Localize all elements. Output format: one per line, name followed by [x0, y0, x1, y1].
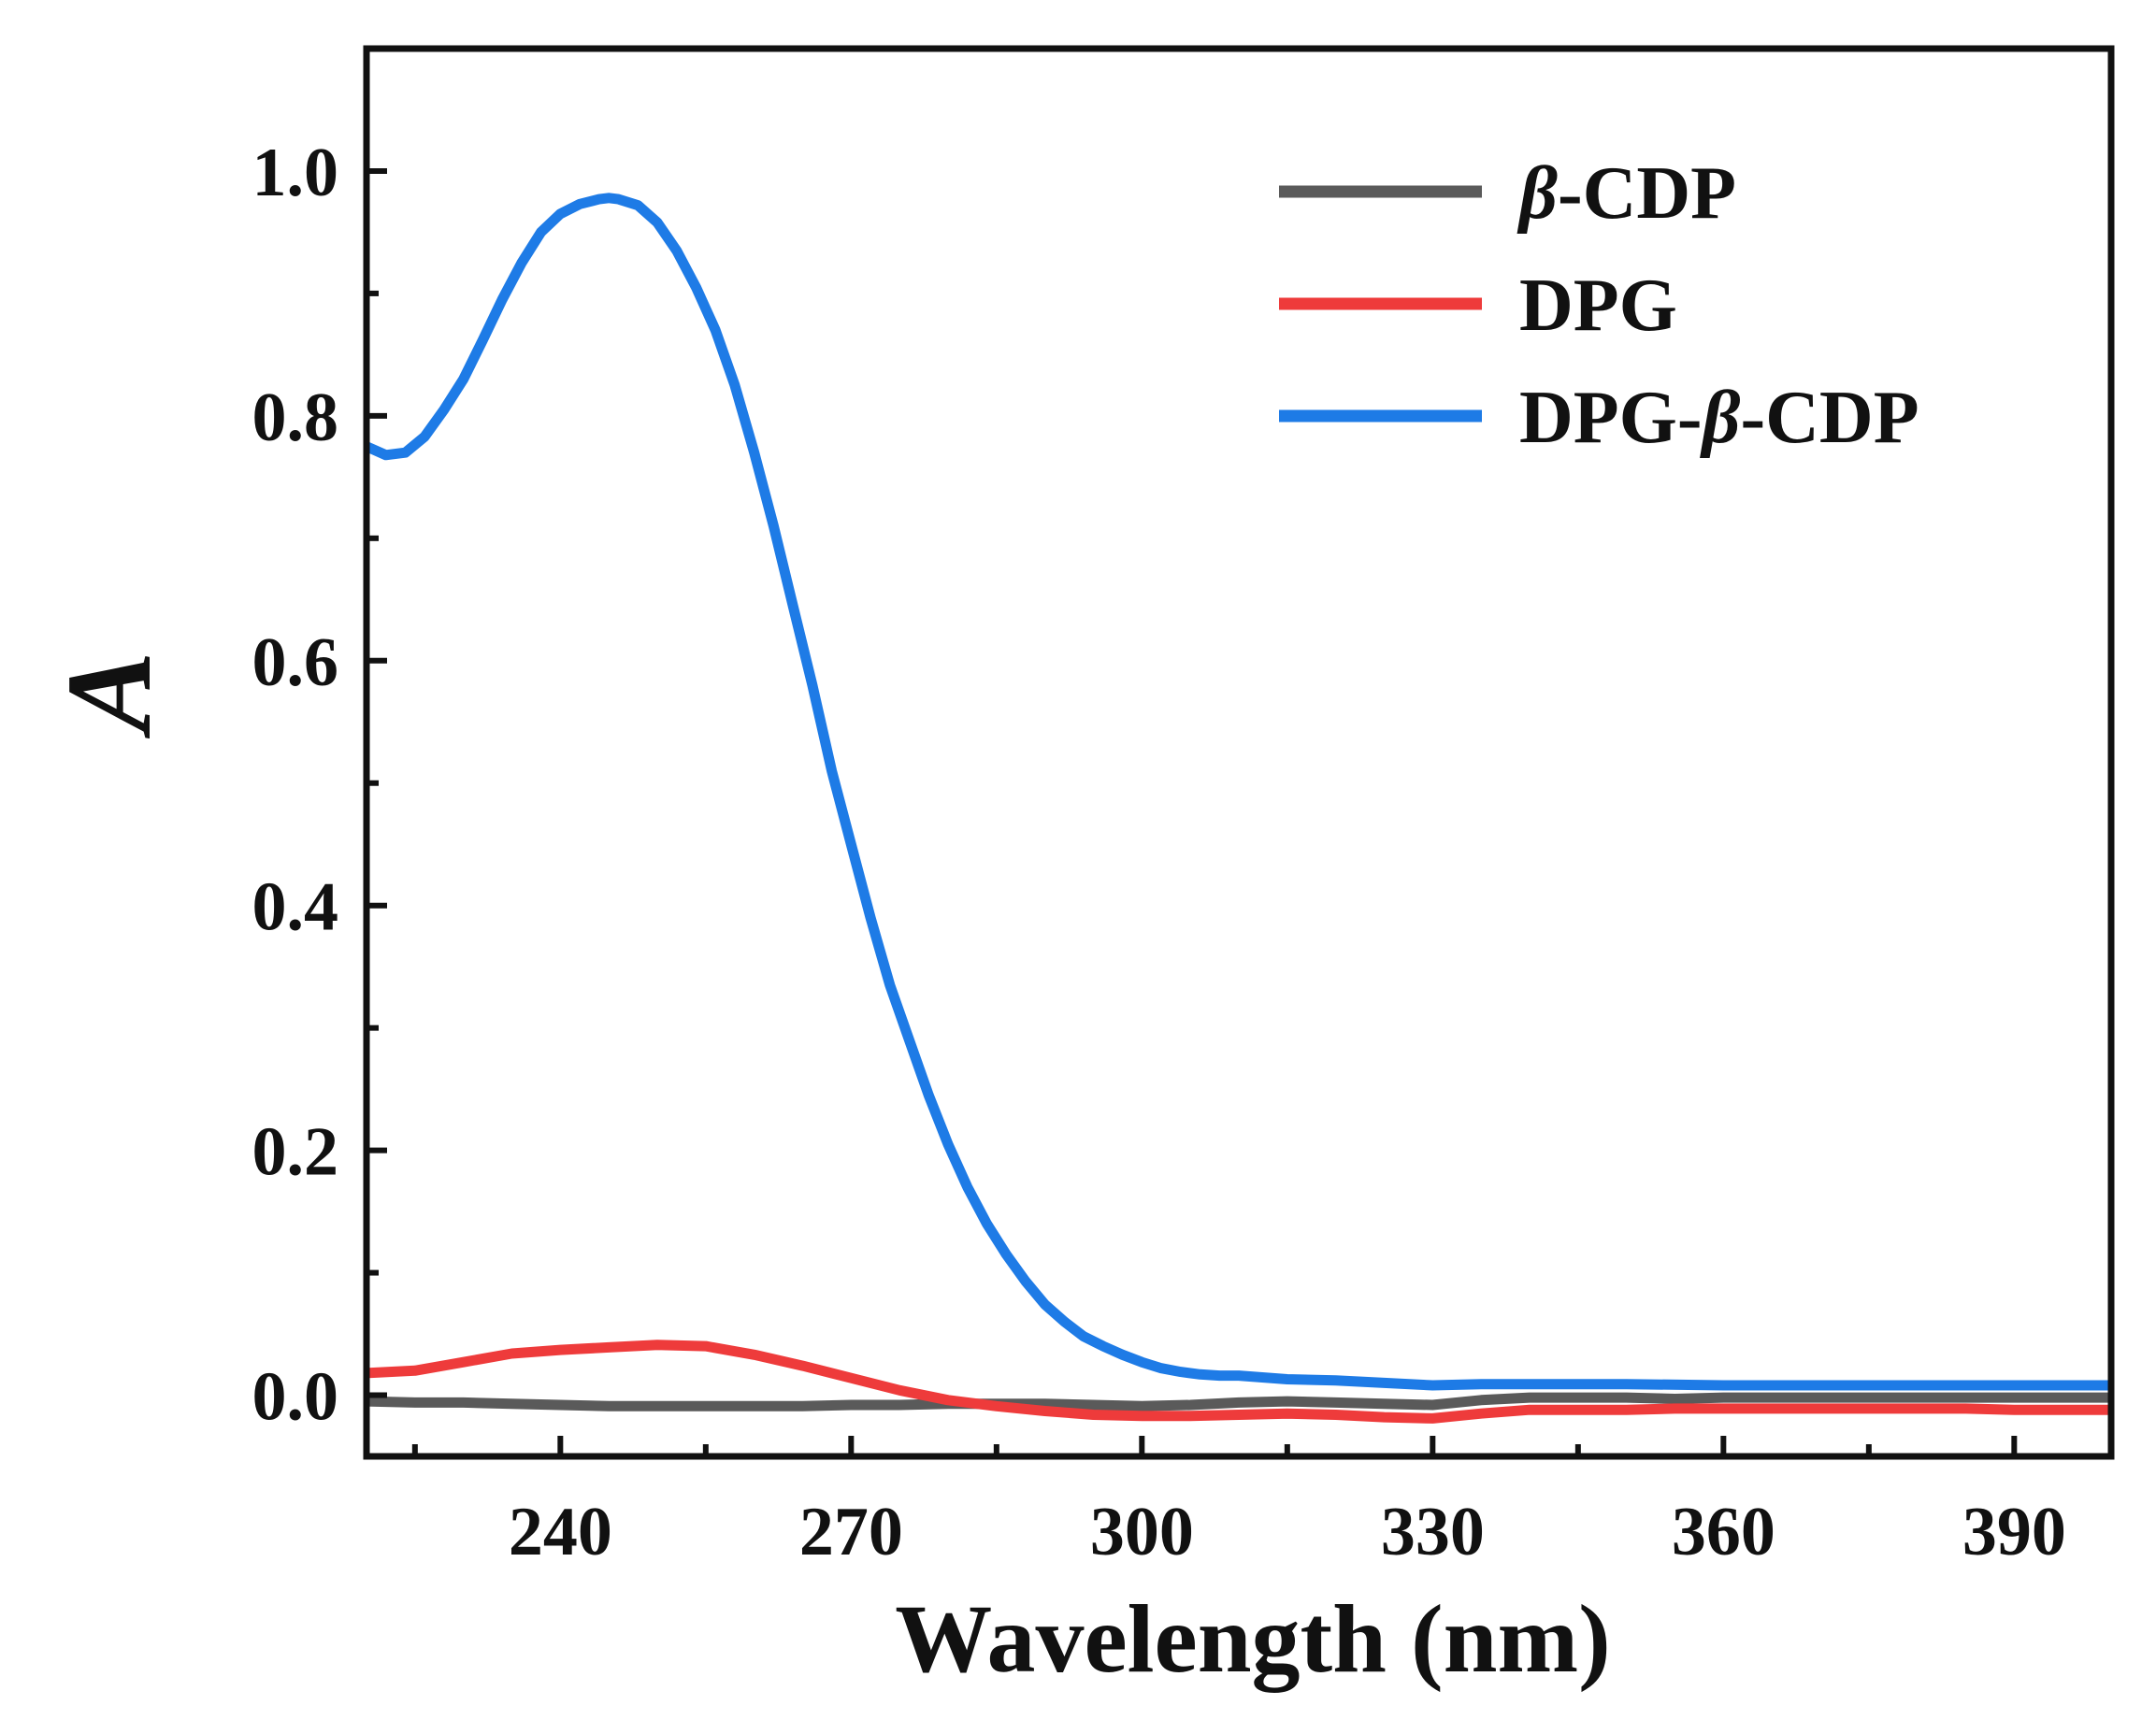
plot-frame [363, 45, 2115, 1460]
legend-label-dpg-beta-cdp: DPG-β-CDP [1519, 377, 1919, 459]
y-tick-label: 0.8 [252, 380, 339, 456]
x-tick-label: 300 [1090, 1494, 1194, 1570]
y-tick-label: 1.0 [252, 135, 339, 211]
x-tick-label: 330 [1381, 1494, 1485, 1570]
legend-label-dpg: DPG [1519, 265, 1677, 347]
x-tick-label: 360 [1672, 1494, 1775, 1570]
y-axis-label: A [42, 652, 177, 739]
legend-label-beta-cdp: β-CDP [1516, 152, 1736, 235]
x-tick-label: 390 [1962, 1494, 2066, 1570]
legend: β-CDP DPG DPG-β-CDP [1279, 152, 1919, 459]
x-tick-label: 270 [799, 1494, 903, 1570]
series-layer [364, 193, 2111, 1424]
y-tick-label: 0.6 [252, 624, 339, 701]
y-tick-label: 0.2 [252, 1114, 339, 1191]
y-tick-label: 0.0 [252, 1359, 339, 1436]
x-tick-label: 240 [509, 1494, 612, 1570]
x-axis-label: Wavelength (nm) [895, 1585, 1611, 1693]
series-line-dpg [366, 1340, 2111, 1424]
y-tick-label: 0.4 [252, 869, 339, 946]
series-line-dpg-beta-cdp [364, 193, 2111, 1391]
series-line-beta-cdp [366, 1392, 2111, 1412]
ticks-layer: 240 270 300 330 360 390 0.0 0.2 0.4 0.6 0.8 1.0 [252, 135, 2066, 1570]
